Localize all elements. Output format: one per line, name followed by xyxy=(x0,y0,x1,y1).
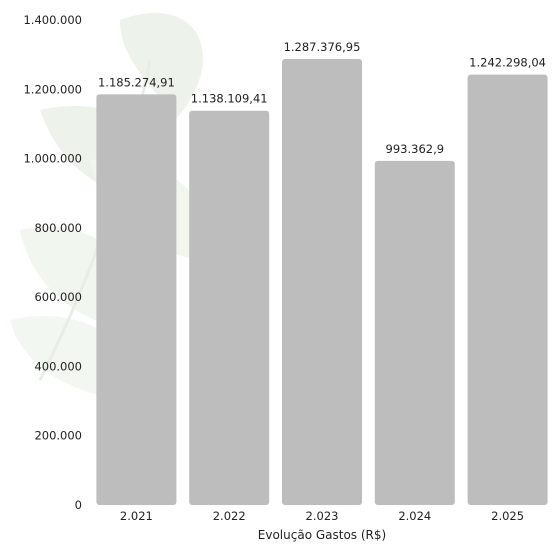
bar-value-label: 1.242.298,04 xyxy=(469,56,546,70)
bar xyxy=(282,59,362,506)
y-tick-label: 1.400.000 xyxy=(23,13,82,27)
data-labels: 1.185.274,91 1.138.109,41 1.287.376,95 993.… xyxy=(98,40,546,156)
x-tick-label: 2.024 xyxy=(398,509,431,523)
bar xyxy=(189,110,270,505)
bar xyxy=(374,160,455,505)
y-axis: 0 200.000 400.000 600.000 800.000 1.000.000 1.… xyxy=(23,13,82,512)
bar xyxy=(96,94,177,506)
bar-value-label: 1.185.274,91 xyxy=(98,75,175,89)
bars xyxy=(96,59,548,506)
y-tick-label: 200.000 xyxy=(34,429,82,443)
y-tick-label: 1.200.000 xyxy=(23,82,82,96)
x-tick-label: 2.025 xyxy=(491,509,524,523)
x-tick-label: 2.022 xyxy=(213,509,246,523)
y-tick-label: 600.000 xyxy=(34,290,82,304)
x-tick-label: 2.023 xyxy=(306,509,339,523)
bar xyxy=(467,74,548,506)
bar-value-label: 1.138.109,41 xyxy=(191,92,268,106)
bar-value-label: 993.362,9 xyxy=(386,142,445,156)
y-tick-label: 0 xyxy=(75,498,82,512)
x-axis-title: Evolução Gastos (R$) xyxy=(258,528,386,542)
x-tick-label: 2.021 xyxy=(120,509,153,523)
x-axis: 2.021 2.022 2.023 2.024 2.025 xyxy=(120,509,524,523)
bar-value-label: 1.287.376,95 xyxy=(284,40,361,54)
y-tick-label: 1.000.000 xyxy=(23,152,82,166)
y-tick-label: 800.000 xyxy=(34,221,82,235)
y-tick-label: 400.000 xyxy=(34,359,82,373)
